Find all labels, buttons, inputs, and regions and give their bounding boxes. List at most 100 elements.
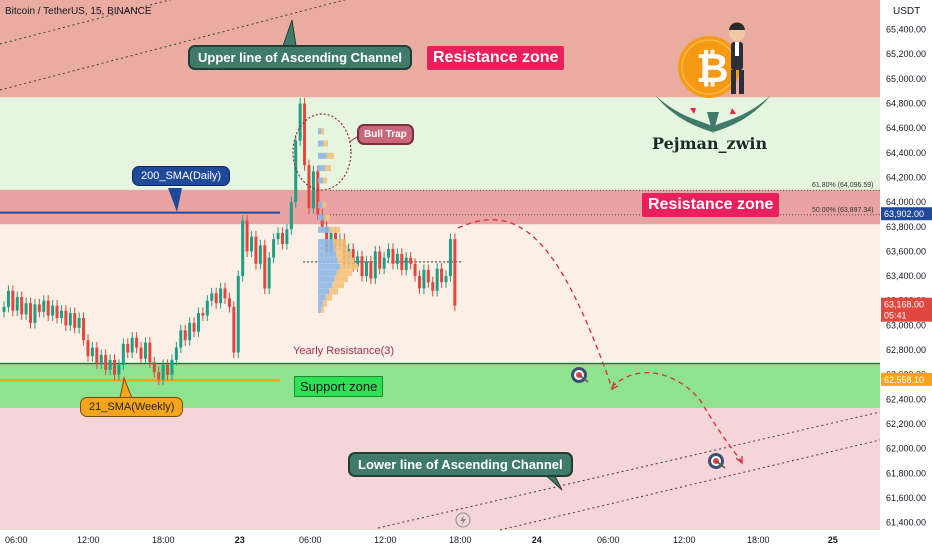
vp-bar [322,300,327,307]
candle [95,347,99,364]
price-tick-label: 61,800.00 [886,468,926,478]
resistance-zone-tag-top: Resistance zone [427,46,565,70]
candle [232,306,236,353]
vp-bar [318,269,337,276]
candle [157,372,161,380]
forecast-path-2 [611,372,743,463]
candle [82,318,86,341]
vp-bar [337,257,354,264]
candle [77,318,81,328]
price-tick-label: 65,000.00 [886,74,926,84]
candle [20,297,24,315]
forecast-arrowhead-1 [610,381,619,391]
lightning-icon[interactable] [455,512,471,528]
vp-bar [334,276,348,283]
candle [303,103,307,166]
candle [59,310,63,318]
resistance-zone-tag-mid: Resistance zone [642,193,780,217]
candle [86,340,90,357]
candle [431,282,435,291]
lower-channel-line [377,411,881,529]
time-axis[interactable]: 06:00 12:00 18:00 23 06:00 12:00 18:00 24 06:00 1… [5,535,838,545]
candle [126,343,130,353]
candle [143,342,147,359]
price-badge-timer: 05:41 [884,311,907,321]
candle [33,304,37,323]
candle [68,313,72,326]
candle [64,310,68,326]
candle [55,305,59,318]
price-axis[interactable]: 65,400.00 65,200.00 65,000.00 64,800.00 64,6… [881,25,932,528]
candle [395,253,399,264]
vp-bar [326,152,334,159]
lower-channel-callout: Lower line of Ascending Channel [348,452,573,477]
vp-bar [325,294,332,301]
vp-bar [322,177,327,184]
candle [117,364,121,375]
chart-lines [0,0,881,531]
price-tick-label: 63,800.00 [886,222,926,232]
vp-bar [336,251,351,258]
candle [369,261,373,279]
bull-trap-circle [292,113,352,191]
vp-bar [322,202,326,209]
price-tick-label: 63,600.00 [886,246,926,256]
target-icon [571,367,589,383]
candle [289,202,293,230]
candle [263,245,267,289]
vp-bar [321,128,324,135]
vp-bar [318,276,335,283]
price-tick-label: 63,400.00 [886,271,926,281]
price-tick-label: 64,200.00 [886,172,926,182]
candle [373,251,377,279]
vp-bar [330,226,340,233]
time-panel [0,530,880,550]
candle [417,276,421,289]
price-badge-label: 63,168.00 [884,300,924,310]
candle [179,330,183,348]
candle [267,257,271,289]
candle [219,288,223,304]
time-tick-label: 25 [828,535,838,545]
candle [245,220,249,252]
price-badge-label: 62,558.10 [884,375,924,385]
candle [236,276,240,353]
price-tick-label: 62,200.00 [886,419,926,429]
forecast-path-1 [457,219,613,389]
time-tick-label: 12:00 [77,535,100,545]
fib-label: 61.80% (64,096.59) [812,182,874,189]
candle [400,253,404,270]
vp-bar [318,251,337,258]
candle [294,140,298,203]
sma21-callout: 21_SMA(Weekly) [80,397,184,417]
time-tick-label: 24 [532,535,542,545]
price-tick-label: 65,200.00 [886,49,926,59]
candle [448,239,452,277]
vp-bar [333,239,346,246]
vp-bar [340,263,358,270]
bitcoin-glyph: ₿ [696,46,729,92]
time-tick-label: 06:00 [597,535,620,545]
candle [113,359,116,375]
candle [404,257,408,270]
vp-bar [329,288,338,295]
vp-bar [318,214,325,221]
candle [258,245,262,264]
vp-bar [318,165,326,172]
candle [192,322,196,332]
vp-bar [332,282,344,289]
candle [391,248,395,264]
candle [440,268,444,283]
time-tick-label: 06:00 [299,535,322,545]
vp-bar [323,140,328,147]
symbol-title: Bitcoin / TetherUS, 15, BINANCE [5,6,152,17]
vp-bar [318,300,323,307]
price-tick-label: 61,600.00 [886,493,926,503]
candle [11,290,15,311]
candle [73,313,77,328]
author-logo: ₿ [655,22,771,134]
time-tick-label: 12:00 [374,535,397,545]
candle [214,293,218,304]
candle [316,171,320,215]
candle [201,313,205,316]
